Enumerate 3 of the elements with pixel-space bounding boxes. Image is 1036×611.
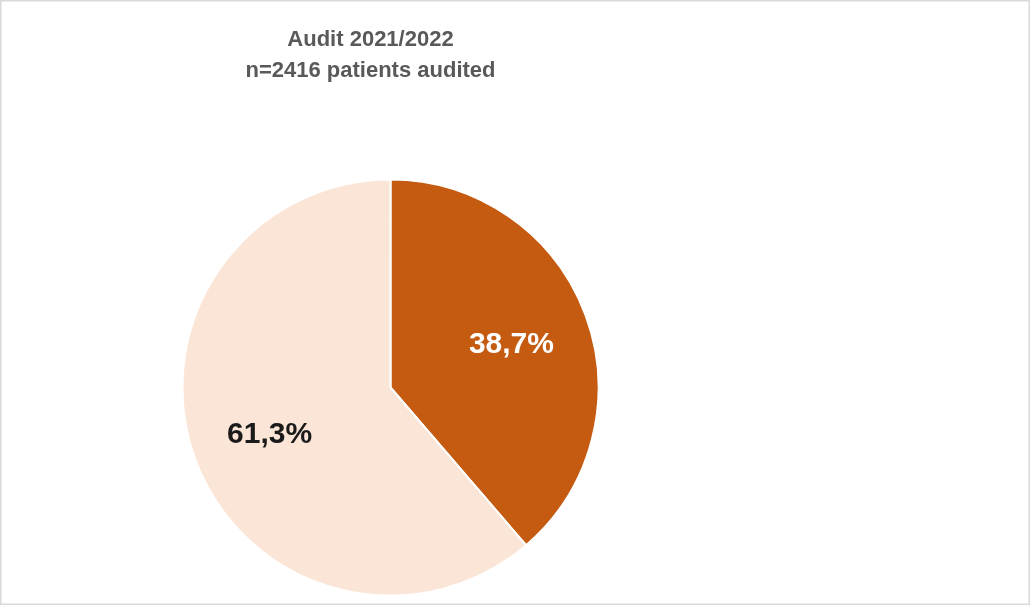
data-label: 61,3%: [227, 415, 313, 449]
data-label: 38,7%: [468, 326, 554, 360]
chart-title: Audit 2021/2022 n=2416 patients audited: [245, 26, 496, 82]
